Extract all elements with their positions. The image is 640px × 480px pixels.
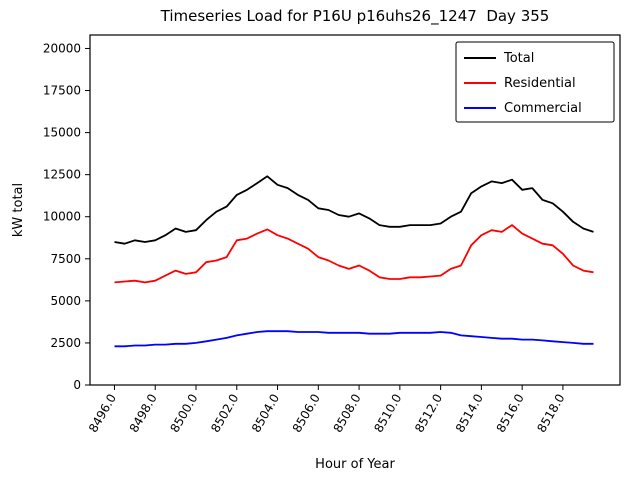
y-axis-label: kW total [11, 183, 26, 237]
y-tick-label: 10000 [43, 210, 81, 224]
series-commercial-line [114, 330, 594, 348]
series-lines [114, 175, 594, 348]
x-tick-label: 8518.0 [534, 392, 567, 435]
legend-frame [455, 41, 615, 123]
chart-title: Timeseries Load for P16U p16uhs26_1247 D… [160, 7, 550, 26]
y-tick-label: 7500 [50, 252, 81, 266]
series-residential-line [114, 224, 594, 284]
x-tick-label: 8504.0 [249, 392, 282, 435]
x-axis-label: Hour of Year [315, 457, 395, 472]
x-tick-label: 8516.0 [494, 392, 527, 435]
y-tick-label: 15000 [43, 126, 81, 140]
series-total-line [114, 175, 594, 245]
legend-item-residential: Residential [504, 76, 576, 91]
y-tick-label: 0 [73, 378, 81, 392]
plot-area [89, 34, 621, 386]
legend-item-commercial: Commercial [504, 101, 582, 116]
x-tick-label: 8498.0 [127, 392, 160, 435]
y-tick-label: 5000 [50, 294, 81, 308]
legend: Total Residential Commercial [455, 41, 615, 123]
x-tick-label: 8508.0 [331, 392, 364, 435]
x-tick-label: 8514.0 [453, 392, 486, 435]
x-tick-label: 8512.0 [412, 392, 445, 435]
x-tick-label: 8496.0 [86, 392, 119, 435]
x-tick-label: 8502.0 [208, 392, 241, 435]
y-tick-label: 20000 [43, 41, 81, 55]
y-tick-label: 17500 [43, 84, 81, 98]
x-tick-label: 8510.0 [371, 392, 404, 435]
y-tick-label: 12500 [43, 168, 81, 182]
legend-item-total: Total [503, 51, 534, 66]
x-tick-label: 8500.0 [167, 392, 200, 435]
x-tick-label: 8506.0 [290, 392, 323, 435]
y-tick-label: 2500 [50, 336, 81, 350]
